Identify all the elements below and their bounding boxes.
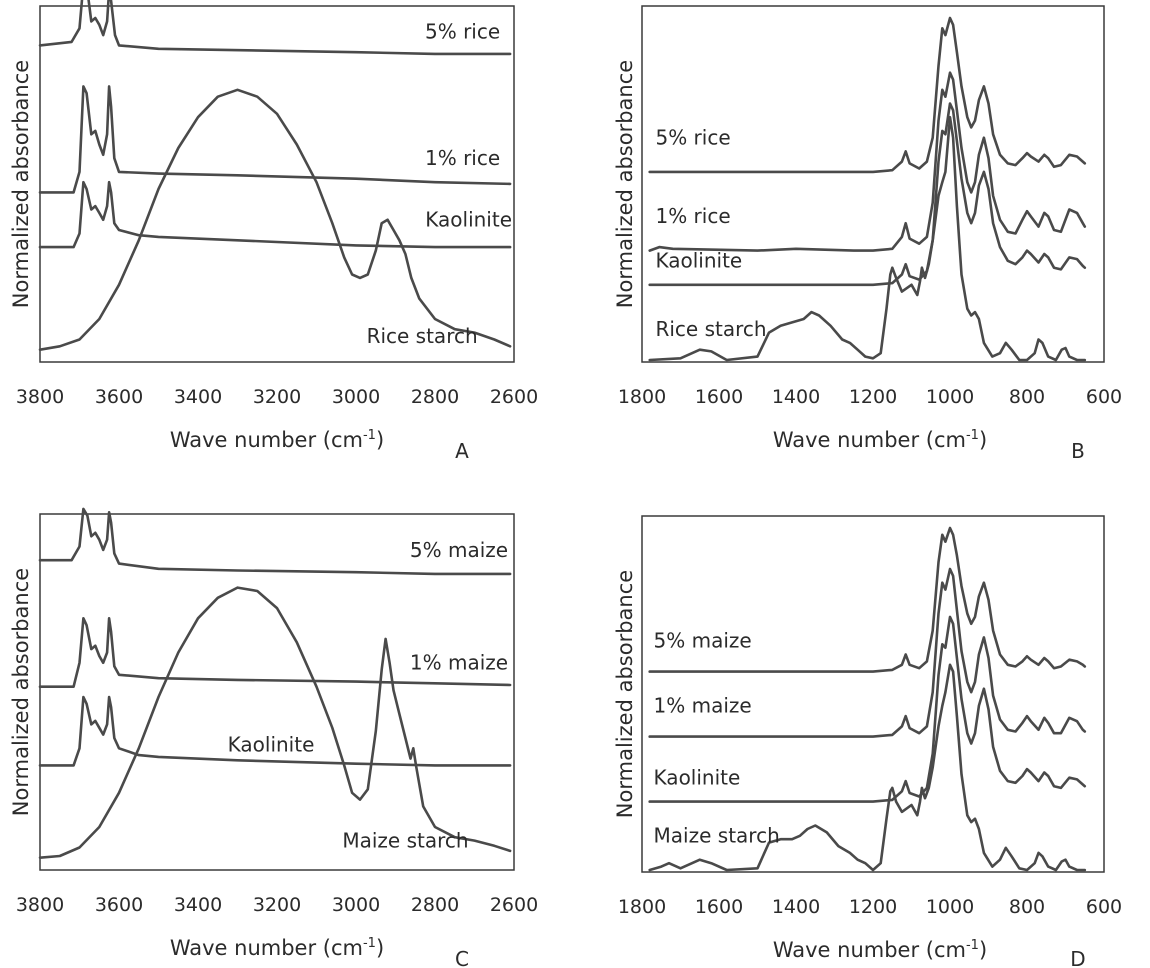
curve-label-kaolinite: Kaolinite: [228, 733, 315, 757]
series-line-1pct-rice: [38, 85, 512, 194]
x-tick-label: 1800: [618, 896, 666, 918]
x-tick-label: 1400: [772, 386, 820, 408]
x-tick-label: 3400: [174, 386, 222, 408]
x-tick-label: 800: [1009, 386, 1045, 408]
curve-label-5pct-maize: 5% maize: [654, 629, 752, 653]
y-axis-label: Normalized absorbance: [9, 568, 33, 816]
x-tick-label: 3800: [16, 386, 64, 408]
x-tick-label: 1200: [849, 896, 897, 918]
chart-panel-c: 3800 3600 3400 3200 3000 2800 2600 5% maize 1% m…: [9, 507, 538, 968]
x-tick-label: 2800: [411, 386, 459, 408]
x-tick-label: 3600: [95, 386, 143, 408]
series-line-rice-starch: [648, 115, 1087, 362]
x-tick-label: 1000: [926, 896, 974, 918]
plot-frame: [39, 5, 515, 363]
x-tick-label: 2600: [490, 894, 538, 916]
series-line-5pct-rice: [38, 0, 512, 56]
series-line-maize-starch: [38, 586, 512, 859]
series-line-kaolinite: [38, 695, 512, 767]
x-tick-label: 600: [1086, 896, 1122, 918]
curve-label-maize-starch: Maize starch: [342, 828, 468, 852]
chart-panel-b: 1800 1600 1400 1200 1000 800 600 5% rice 1% rice…: [613, 5, 1122, 463]
x-tick-label: 1600: [695, 896, 743, 918]
chart-panel-a: 3800 3600 3400 3200 3000 2800 2600 5% rice 1% ri…: [9, 0, 538, 463]
series-line-1pct-maize: [38, 617, 512, 688]
y-axis-label: Normalized absorbance: [613, 60, 637, 308]
series-line-1pct-maize: [648, 567, 1087, 738]
curve-label-1pct-maize: 1% maize: [410, 651, 508, 675]
x-tick-label: 2800: [411, 894, 459, 916]
x-tick-label: 1400: [772, 896, 820, 918]
chart-panel-d: 1800 1600 1400 1200 1000 800 600 5% maize 1% mai…: [613, 515, 1122, 968]
series-line-5pct-rice: [648, 16, 1087, 174]
series-line-5pct-maize: [648, 526, 1087, 673]
x-tick-label: 1800: [618, 386, 666, 408]
panel-letter-a: A: [455, 439, 469, 463]
curve-label-maize-starch: Maize starch: [654, 824, 780, 848]
curve-label-5pct-rice: 5% rice: [425, 20, 500, 44]
plot-frame: [641, 5, 1105, 363]
x-tick-label: 3600: [95, 894, 143, 916]
series-line-1pct-rice: [648, 71, 1087, 252]
x-tick-label: 3200: [253, 386, 301, 408]
plot-frame: [39, 513, 515, 871]
x-tick-label: 3800: [16, 894, 64, 916]
plot-frame: [641, 515, 1105, 873]
panel-letter-d: D: [1070, 947, 1085, 968]
panel-letter-b: B: [1071, 439, 1085, 463]
series-line-kaolinite: [38, 180, 512, 249]
x-axis-label: Wave number (cm-1): [170, 936, 384, 960]
x-tick-label: 1600: [695, 386, 743, 408]
x-tick-label: 3200: [253, 894, 301, 916]
curve-label-1pct-rice: 1% rice: [425, 146, 500, 170]
x-tick-label: 600: [1086, 386, 1122, 408]
x-axis-label: Wave number (cm-1): [170, 428, 384, 452]
curve-label-rice-starch: Rice starch: [655, 317, 766, 341]
series-line-rice-starch: [38, 88, 512, 351]
x-tick-label: 800: [1009, 896, 1045, 918]
series-line-5pct-maize: [38, 507, 512, 576]
x-tick-label: 2600: [490, 386, 538, 408]
x-tick-label: 1000: [926, 386, 974, 408]
x-tick-label: 1200: [849, 386, 897, 408]
curve-label-5pct-rice: 5% rice: [655, 126, 730, 150]
x-axis-label: Wave number (cm-1): [773, 428, 987, 452]
curve-label-1pct-maize: 1% maize: [654, 694, 752, 718]
x-tick-label: 3000: [332, 894, 380, 916]
x-tick-label: 3000: [332, 386, 380, 408]
y-axis-label: Normalized absorbance: [613, 570, 637, 818]
curve-label-kaolinite: Kaolinite: [655, 249, 742, 273]
series-line-maize-starch: [648, 663, 1087, 872]
curve-label-1pct-rice: 1% rice: [655, 204, 730, 228]
panel-letter-c: C: [455, 947, 469, 968]
y-axis-label: Normalized absorbance: [9, 60, 33, 308]
curve-label-rice-starch: Rice starch: [367, 324, 478, 348]
curve-label-5pct-maize: 5% maize: [410, 538, 508, 562]
x-tick-label: 3400: [174, 894, 222, 916]
curve-label-kaolinite: Kaolinite: [425, 208, 512, 232]
curve-label-kaolinite: Kaolinite: [654, 766, 741, 790]
x-axis-label: Wave number (cm-1): [773, 938, 987, 962]
